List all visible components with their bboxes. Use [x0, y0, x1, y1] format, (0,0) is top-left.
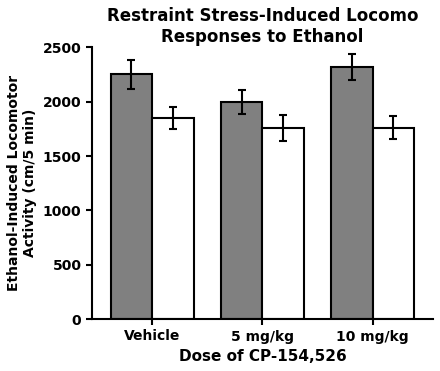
Bar	[110, 75, 152, 319]
Bar	[263, 128, 304, 319]
Title: Restraint Stress-Induced Locomo
Responses to Ethanol: Restraint Stress-Induced Locomo Response…	[107, 7, 418, 46]
Bar	[373, 128, 414, 319]
Bar	[152, 118, 194, 319]
Bar	[220, 102, 263, 319]
Y-axis label: Ethanol-Induced Locomotor
Activity (cm/5 min): Ethanol-Induced Locomotor Activity (cm/5…	[7, 75, 37, 291]
X-axis label: Dose of CP-154,526: Dose of CP-154,526	[179, 349, 346, 364]
Bar	[331, 67, 373, 319]
